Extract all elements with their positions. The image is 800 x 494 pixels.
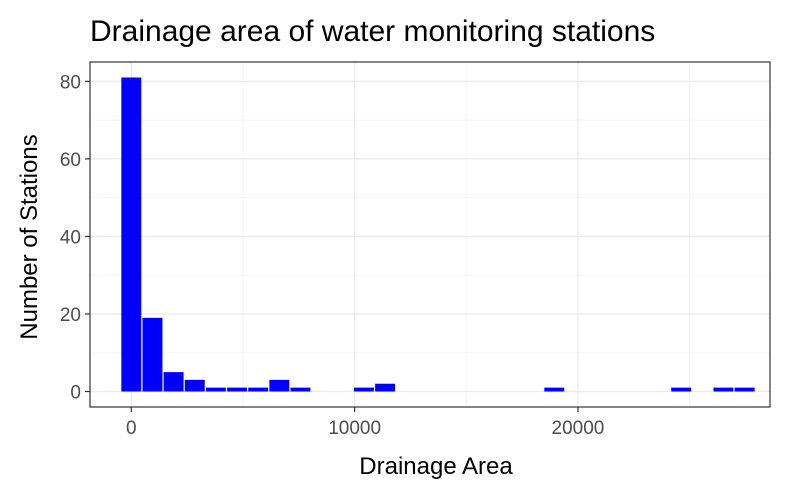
histogram-bar <box>142 317 163 392</box>
x-axis-title: Drainage Area <box>359 453 513 480</box>
y-axis-ticks: 0 20 40 60 80 <box>60 72 90 403</box>
histogram-bar <box>290 387 311 392</box>
histogram-bar <box>121 77 142 392</box>
histogram-bar <box>671 387 692 392</box>
y-tick-label: 0 <box>70 382 81 403</box>
histogram-bar <box>184 379 205 392</box>
panel-border <box>89 61 771 408</box>
histogram-bar <box>353 387 374 392</box>
chart-title: Drainage area of water monitoring statio… <box>90 15 655 48</box>
histogram-bar <box>713 387 734 392</box>
y-tick-label: 60 <box>60 150 81 171</box>
x-tick-label: 20000 <box>552 418 605 439</box>
y-tick-label: 80 <box>60 72 81 93</box>
histogram-bar <box>734 387 755 392</box>
histogram-bar <box>248 387 269 392</box>
y-tick-label: 20 <box>60 305 81 326</box>
grid <box>90 62 770 407</box>
x-axis-ticks: 0 10000 20000 <box>126 407 604 439</box>
y-tick-label: 40 <box>60 227 81 248</box>
histogram-bar <box>269 379 290 392</box>
histogram-bar <box>205 387 226 392</box>
histogram-bar <box>163 372 184 392</box>
bars <box>121 77 755 392</box>
x-tick-label: 0 <box>126 418 137 439</box>
x-tick-label: 10000 <box>328 418 381 439</box>
histogram-bar <box>375 383 396 392</box>
histogram-bar <box>227 387 248 392</box>
y-axis-title: Number of Stations <box>16 134 43 339</box>
histogram-bar <box>544 387 565 392</box>
